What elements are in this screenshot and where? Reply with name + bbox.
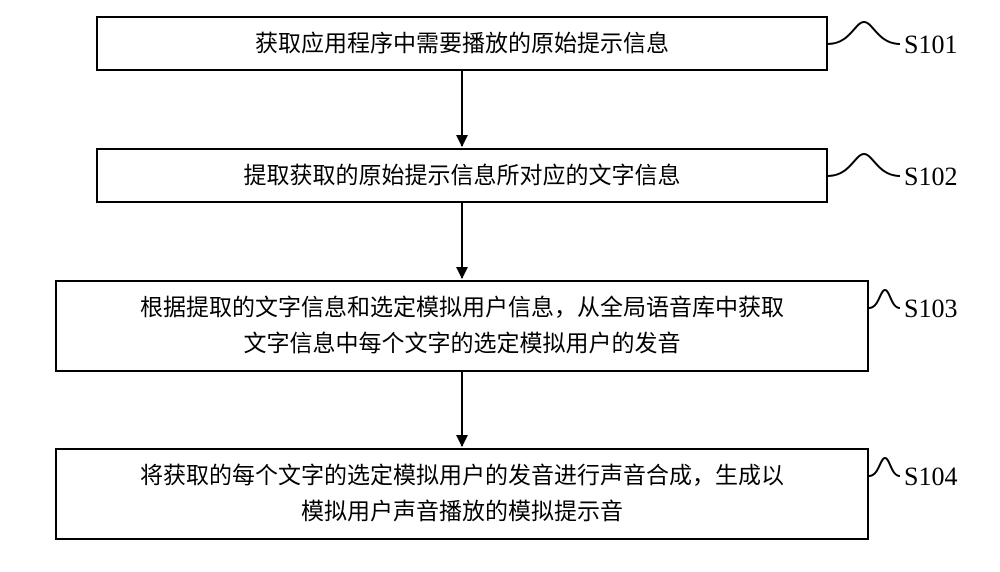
step-label-s103: S103 [904, 294, 957, 324]
step-line: 获取应用程序中需要播放的原始提示信息 [255, 31, 669, 56]
step-box-s103: 根据提取的文字信息和选定模拟用户信息，从全局语音库中获取 文字信息中每个文字的选… [55, 280, 869, 372]
step-text: 根据提取的文字信息和选定模拟用户信息，从全局语音库中获取 文字信息中每个文字的选… [140, 290, 784, 361]
step-box-s101: 获取应用程序中需要播放的原始提示信息 [96, 16, 828, 71]
step-line: 将获取的每个文字的选定模拟用户的发音进行声音合成，生成以 [140, 463, 784, 488]
step-label-s104: S104 [904, 462, 957, 492]
step-line: 模拟用户声音播放的模拟提示音 [301, 499, 623, 524]
flowchart-canvas: 获取应用程序中需要播放的原始提示信息 提取获取的原始提示信息所对应的文字信息 根… [0, 0, 1000, 572]
step-text: 将获取的每个文字的选定模拟用户的发音进行声音合成，生成以 模拟用户声音播放的模拟… [140, 458, 784, 529]
step-label-s102: S102 [904, 162, 957, 192]
step-line: 根据提取的文字信息和选定模拟用户信息，从全局语音库中获取 [140, 295, 784, 320]
step-line: 提取获取的原始提示信息所对应的文字信息 [244, 163, 681, 188]
step-text: 获取应用程序中需要播放的原始提示信息 [255, 26, 669, 62]
step-box-s104: 将获取的每个文字的选定模拟用户的发音进行声音合成，生成以 模拟用户声音播放的模拟… [55, 448, 869, 540]
step-text: 提取获取的原始提示信息所对应的文字信息 [244, 158, 681, 194]
step-label-s101: S101 [904, 30, 957, 60]
step-line: 文字信息中每个文字的选定模拟用户的发音 [244, 331, 681, 356]
step-box-s102: 提取获取的原始提示信息所对应的文字信息 [96, 148, 828, 203]
